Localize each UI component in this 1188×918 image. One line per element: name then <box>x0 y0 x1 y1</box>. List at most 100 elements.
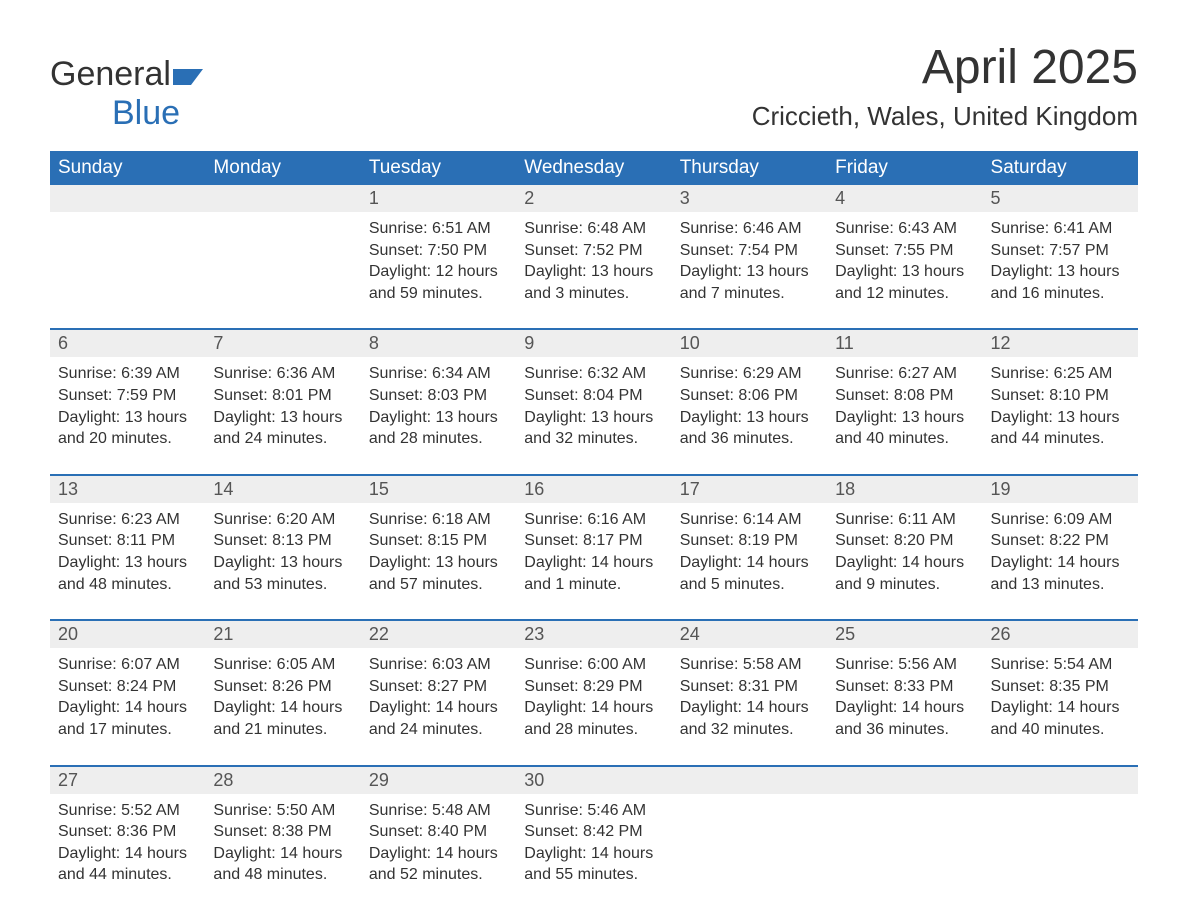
sunrise-text: Sunrise: 6:43 AM <box>835 218 974 240</box>
day-cell: Sunrise: 6:07 AMSunset: 8:24 PMDaylight:… <box>50 648 205 765</box>
day-cell: Sunrise: 6:05 AMSunset: 8:26 PMDaylight:… <box>205 648 360 765</box>
daylight-text: Daylight: 14 hours and 52 minutes. <box>369 843 508 886</box>
sunrise-text: Sunrise: 6:20 AM <box>213 509 352 531</box>
day-number: 8 <box>361 329 516 357</box>
day-number: 15 <box>361 475 516 503</box>
sunrise-text: Sunrise: 6:41 AM <box>991 218 1130 240</box>
calendar-table: Sunday Monday Tuesday Wednesday Thursday… <box>50 151 1138 910</box>
sunrise-text: Sunrise: 5:46 AM <box>524 800 663 822</box>
sunrise-text: Sunrise: 6:51 AM <box>369 218 508 240</box>
day-cell: Sunrise: 6:51 AMSunset: 7:50 PMDaylight:… <box>361 212 516 329</box>
day-number: 19 <box>983 475 1138 503</box>
day-cell <box>50 212 205 329</box>
sunset-text: Sunset: 7:55 PM <box>835 240 974 262</box>
daylight-text: Daylight: 12 hours and 59 minutes. <box>369 261 508 304</box>
day-cell <box>205 212 360 329</box>
sunrise-text: Sunrise: 6:29 AM <box>680 363 819 385</box>
sunrise-text: Sunrise: 6:00 AM <box>524 654 663 676</box>
page-header: General Blue April 2025 Criccieth, Wales… <box>50 40 1138 133</box>
sunrise-text: Sunrise: 6:14 AM <box>680 509 819 531</box>
day-cell: Sunrise: 5:50 AMSunset: 8:38 PMDaylight:… <box>205 794 360 910</box>
sunrise-text: Sunrise: 5:54 AM <box>991 654 1130 676</box>
sunrise-text: Sunrise: 6:23 AM <box>58 509 197 531</box>
day-number: 29 <box>361 766 516 794</box>
sunset-text: Sunset: 8:04 PM <box>524 385 663 407</box>
daylight-text: Daylight: 13 hours and 40 minutes. <box>835 407 974 450</box>
sunset-text: Sunset: 7:54 PM <box>680 240 819 262</box>
day-number: 13 <box>50 475 205 503</box>
day-number: 17 <box>672 475 827 503</box>
day-number-row: 12345 <box>50 185 1138 212</box>
day-cell: Sunrise: 5:54 AMSunset: 8:35 PMDaylight:… <box>983 648 1138 765</box>
sunset-text: Sunset: 8:08 PM <box>835 385 974 407</box>
sunrise-text: Sunrise: 6:36 AM <box>213 363 352 385</box>
weekday-header: Sunday <box>50 151 205 185</box>
day-number: 5 <box>983 185 1138 212</box>
sunrise-text: Sunrise: 5:56 AM <box>835 654 974 676</box>
sunset-text: Sunset: 8:40 PM <box>369 821 508 843</box>
day-number: 7 <box>205 329 360 357</box>
sunset-text: Sunset: 8:20 PM <box>835 530 974 552</box>
day-number: 23 <box>516 620 671 648</box>
daylight-text: Daylight: 14 hours and 9 minutes. <box>835 552 974 595</box>
daylight-text: Daylight: 14 hours and 28 minutes. <box>524 697 663 740</box>
day-number: 2 <box>516 185 671 212</box>
day-number: 18 <box>827 475 982 503</box>
sunrise-text: Sunrise: 5:52 AM <box>58 800 197 822</box>
daylight-text: Daylight: 14 hours and 55 minutes. <box>524 843 663 886</box>
day-cell: Sunrise: 6:29 AMSunset: 8:06 PMDaylight:… <box>672 357 827 474</box>
sunset-text: Sunset: 8:22 PM <box>991 530 1130 552</box>
daylight-text: Daylight: 14 hours and 1 minute. <box>524 552 663 595</box>
day-cell <box>827 794 982 910</box>
sunset-text: Sunset: 8:42 PM <box>524 821 663 843</box>
day-number: 21 <box>205 620 360 648</box>
sunrise-text: Sunrise: 6:18 AM <box>369 509 508 531</box>
day-cell: Sunrise: 6:14 AMSunset: 8:19 PMDaylight:… <box>672 503 827 620</box>
day-number-row: 20212223242526 <box>50 620 1138 648</box>
day-number: 26 <box>983 620 1138 648</box>
day-cell: Sunrise: 6:03 AMSunset: 8:27 PMDaylight:… <box>361 648 516 765</box>
sunset-text: Sunset: 7:57 PM <box>991 240 1130 262</box>
day-cell: Sunrise: 6:43 AMSunset: 7:55 PMDaylight:… <box>827 212 982 329</box>
sunrise-text: Sunrise: 6:32 AM <box>524 363 663 385</box>
sunset-text: Sunset: 8:24 PM <box>58 676 197 698</box>
sunset-text: Sunset: 8:15 PM <box>369 530 508 552</box>
day-cell: Sunrise: 6:09 AMSunset: 8:22 PMDaylight:… <box>983 503 1138 620</box>
day-cell: Sunrise: 6:20 AMSunset: 8:13 PMDaylight:… <box>205 503 360 620</box>
day-cell: Sunrise: 6:41 AMSunset: 7:57 PMDaylight:… <box>983 212 1138 329</box>
day-number <box>983 766 1138 794</box>
sunset-text: Sunset: 8:11 PM <box>58 530 197 552</box>
sunrise-text: Sunrise: 5:50 AM <box>213 800 352 822</box>
weekday-header-row: Sunday Monday Tuesday Wednesday Thursday… <box>50 151 1138 185</box>
day-cell: Sunrise: 6:11 AMSunset: 8:20 PMDaylight:… <box>827 503 982 620</box>
sunrise-text: Sunrise: 6:25 AM <box>991 363 1130 385</box>
daylight-text: Daylight: 13 hours and 3 minutes. <box>524 261 663 304</box>
day-content-row: Sunrise: 6:39 AMSunset: 7:59 PMDaylight:… <box>50 357 1138 474</box>
day-number: 20 <box>50 620 205 648</box>
sunset-text: Sunset: 8:31 PM <box>680 676 819 698</box>
day-number: 6 <box>50 329 205 357</box>
day-number-row: 27282930 <box>50 766 1138 794</box>
day-number: 4 <box>827 185 982 212</box>
day-number: 16 <box>516 475 671 503</box>
logo-word2: Blue <box>50 94 180 132</box>
daylight-text: Daylight: 13 hours and 12 minutes. <box>835 261 974 304</box>
day-number: 28 <box>205 766 360 794</box>
day-cell: Sunrise: 5:48 AMSunset: 8:40 PMDaylight:… <box>361 794 516 910</box>
sunset-text: Sunset: 8:26 PM <box>213 676 352 698</box>
month-title: April 2025 <box>752 40 1138 95</box>
sunrise-text: Sunrise: 6:48 AM <box>524 218 663 240</box>
sunset-text: Sunset: 7:50 PM <box>369 240 508 262</box>
daylight-text: Daylight: 14 hours and 32 minutes. <box>680 697 819 740</box>
day-content-row: Sunrise: 5:52 AMSunset: 8:36 PMDaylight:… <box>50 794 1138 910</box>
day-number <box>50 185 205 212</box>
sunset-text: Sunset: 8:01 PM <box>213 385 352 407</box>
day-number: 14 <box>205 475 360 503</box>
sunrise-text: Sunrise: 6:11 AM <box>835 509 974 531</box>
day-number: 3 <box>672 185 827 212</box>
weekday-header: Thursday <box>672 151 827 185</box>
sunrise-text: Sunrise: 6:16 AM <box>524 509 663 531</box>
sunset-text: Sunset: 8:03 PM <box>369 385 508 407</box>
day-cell: Sunrise: 6:46 AMSunset: 7:54 PMDaylight:… <box>672 212 827 329</box>
location-subtitle: Criccieth, Wales, United Kingdom <box>752 101 1138 132</box>
